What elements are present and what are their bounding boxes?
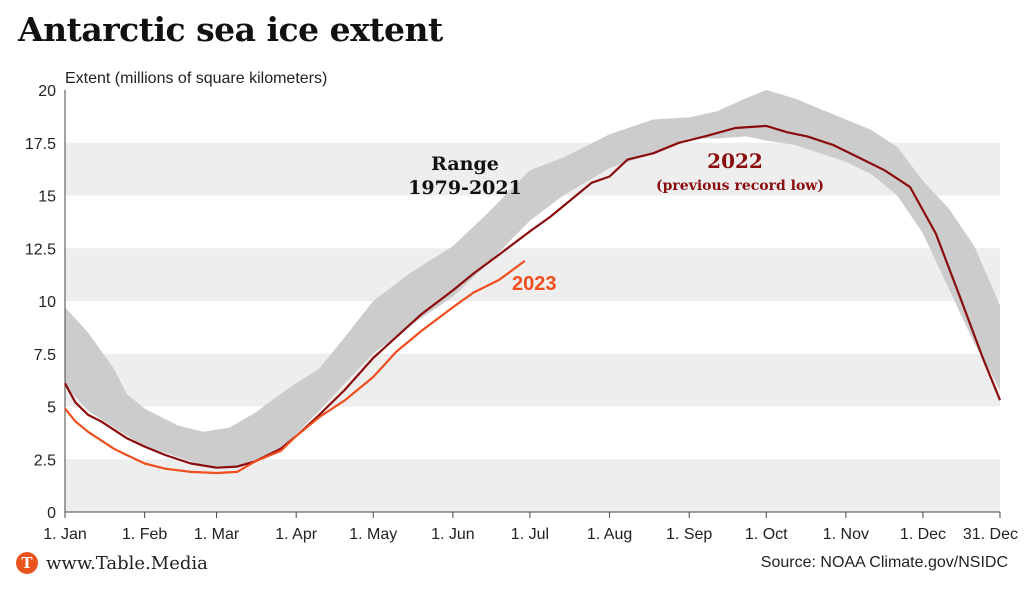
brand: T www.Table.Media <box>16 552 208 574</box>
x-tick-label: 1. Nov <box>823 526 869 543</box>
series-note-2022: (previous record low) <box>656 178 824 194</box>
x-tick-label: 1. Jun <box>431 526 475 543</box>
y-tick-label: 10 <box>38 294 56 311</box>
series-label-2023: 2023 <box>512 273 557 295</box>
source-note: Source: NOAA Climate.gov/NSIDC <box>760 554 1008 571</box>
y-tick-label: 15 <box>38 189 56 206</box>
y-tick-label: 7.5 <box>34 347 56 364</box>
range-label-line2: 1979-2021 <box>408 177 522 199</box>
band-0 <box>65 459 1000 512</box>
range-label-line1: Range <box>431 153 499 175</box>
range-area <box>65 90 1000 468</box>
table-media-logo-icon: T <box>16 552 38 574</box>
y-axis-ticks: 0 2.5 5 7.5 10 12.5 15 17.5 20 <box>25 83 56 522</box>
x-tick-label: 1. Jul <box>511 526 549 543</box>
x-tick-label: 1. Mar <box>194 526 240 543</box>
x-tick-label: 31. Dec <box>963 526 1018 543</box>
y-tick-label: 5 <box>47 400 56 417</box>
y-tick-label: 2.5 <box>34 452 56 469</box>
x-tick-label: 1. Aug <box>587 526 632 543</box>
y-tick-label: 12.5 <box>25 241 56 258</box>
chart-title: Antarctic sea ice extent <box>18 10 443 49</box>
x-tick-label: 1. Jan <box>43 526 87 543</box>
y-tick-label: 0 <box>47 505 56 522</box>
y-axis-label: Extent (millions of square kilometers) <box>65 70 327 87</box>
x-tick-label: 1. Feb <box>122 526 167 543</box>
band-4 <box>65 248 1000 301</box>
series-label-2022: 2022 <box>707 149 763 173</box>
x-axis-ticks: 1. Jan 1. Feb 1. Mar 1. Apr 1. May 1. Jun 1. J… <box>43 512 1018 543</box>
x-tick-label: 1. Oct <box>745 526 788 543</box>
x-tick-label: 1. Apr <box>275 526 317 543</box>
y-tick-label: 17.5 <box>25 136 56 153</box>
x-tick-label: 1. Sep <box>666 526 712 543</box>
band-2 <box>65 353 1000 407</box>
brand-url[interactable]: www.Table.Media <box>46 552 208 574</box>
series-line-2023 <box>64 260 526 475</box>
chart-area: 0 2.5 5 7.5 10 12.5 15 17.5 20 1. Jan 1. Feb 1. Ma… <box>25 70 1018 543</box>
x-tick-label: 1. May <box>349 526 397 543</box>
y-tick-label: 20 <box>38 83 56 100</box>
series-line-2022 <box>64 124 1002 469</box>
x-tick-label: 1. Dec <box>900 526 946 543</box>
